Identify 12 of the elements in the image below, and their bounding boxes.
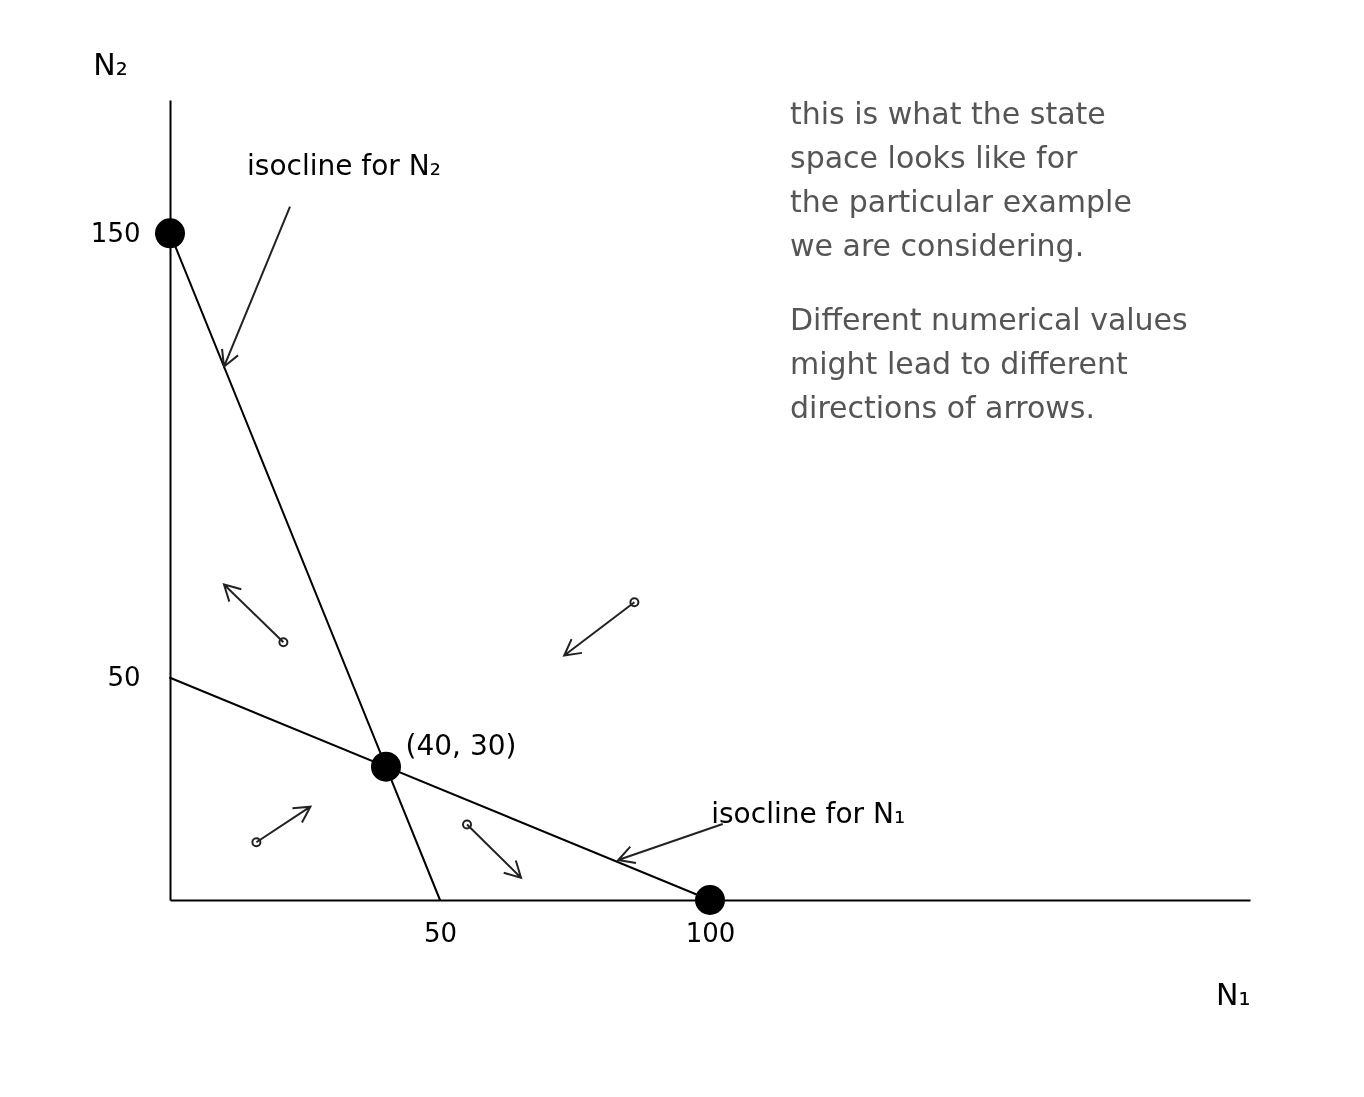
x-axis-title: N₁ (1216, 976, 1251, 1012)
point (155, 218, 185, 249)
x-tick-label: 100 (685, 917, 736, 948)
y-axis-title: N₂ (93, 46, 128, 82)
point (695, 885, 725, 915)
annotation: Different numerical values might lead to different directions of arrows. (790, 302, 1188, 425)
annotation: isocline for N₂ (247, 148, 441, 182)
y-tick-label: 150 (90, 217, 141, 248)
annotation: (40, 30) (405, 728, 517, 762)
annotation: isocline for N₁ (711, 797, 906, 830)
annotation: this is what the state space looks like for the particular example we are considering. (790, 96, 1132, 263)
point (371, 751, 401, 782)
